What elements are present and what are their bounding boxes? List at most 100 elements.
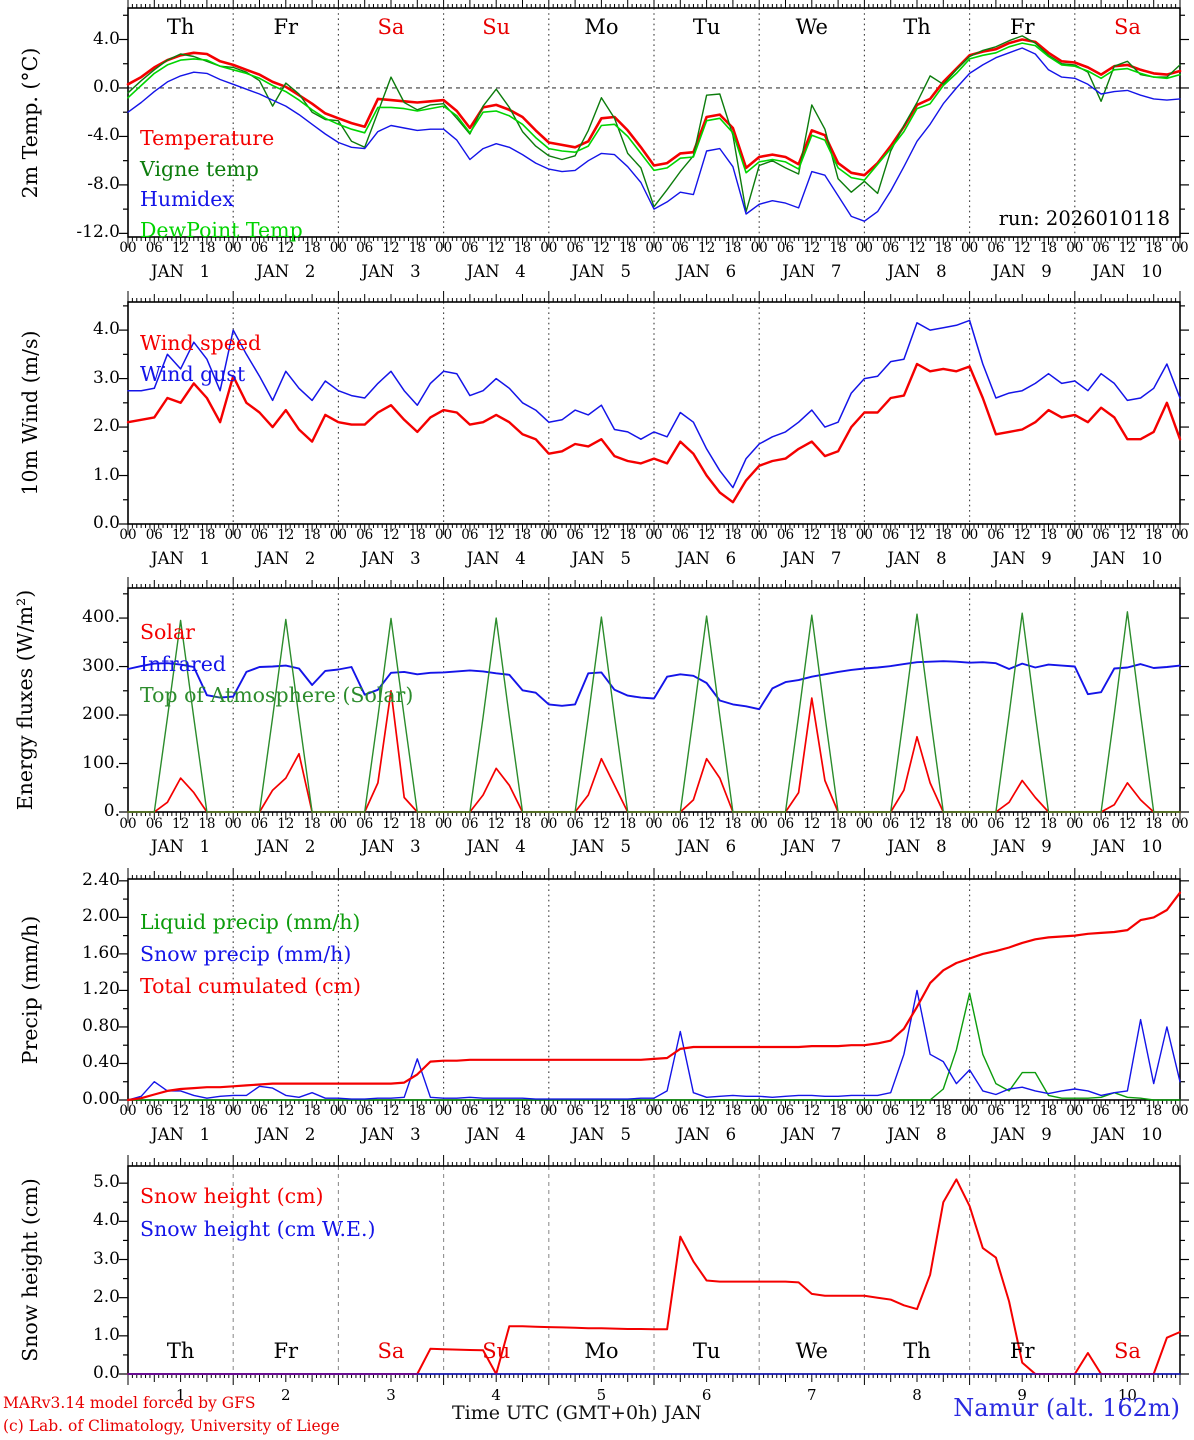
hour-tick-label: 06 — [882, 240, 900, 256]
panel-1-plot — [119, 0, 1189, 248]
date-label: JAN 6 — [676, 262, 737, 281]
date-label: JAN 4 — [466, 1125, 526, 1144]
hour-tick-label: 06 — [671, 1103, 689, 1119]
date-label: JAN 8 — [887, 549, 947, 568]
hour-tick-label: 18 — [1039, 527, 1058, 543]
day-name-top: Th — [166, 15, 195, 39]
legend-4-1: Liquid precip (mm/h) — [140, 909, 361, 934]
hour-tick-label: 12 — [1118, 816, 1136, 832]
hour-tick-label: 18 — [513, 1103, 532, 1119]
hour-tick-label: 12 — [277, 816, 295, 832]
date-label: JAN 7 — [782, 1125, 842, 1144]
hour-tick-label: 18 — [724, 816, 742, 832]
hour-tick-label: 12 — [698, 1103, 716, 1119]
hour-tick-label: 12 — [382, 240, 400, 256]
date-label: JAN 2 — [256, 1125, 316, 1144]
date-label: JAN 8 — [887, 837, 947, 856]
hour-tick-label: 00 — [119, 527, 137, 543]
ytick-label: -4.0 — [87, 125, 120, 146]
hour-tick-label: 12 — [592, 240, 610, 256]
ytick-label: 0.80 — [82, 1015, 120, 1036]
hour-tick-label: 06 — [671, 240, 689, 256]
date-label: JAN 7 — [782, 262, 842, 281]
hour-tick-label: 00 — [224, 1103, 242, 1119]
hour-tick-label: 12 — [382, 1103, 400, 1119]
hour-tick-label: 12 — [803, 816, 821, 832]
day-name-top: Th — [903, 15, 931, 39]
ytick-label: 2.00 — [82, 906, 120, 927]
hour-tick-label: 00 — [435, 1103, 453, 1119]
hour-tick-label: 18 — [303, 1103, 321, 1119]
ytick-label: -8.0 — [87, 173, 120, 194]
hour-tick-label: 06 — [250, 1103, 269, 1119]
hour-tick-label: 06 — [987, 1103, 1005, 1119]
hour-tick-label: 18 — [1039, 816, 1058, 832]
ytick-label: 300. — [82, 655, 120, 676]
hour-tick-label: 18 — [1145, 240, 1163, 256]
date-label: JAN 9 — [992, 262, 1052, 281]
hour-tick-label: 06 — [1092, 527, 1110, 543]
hour-tick-label: 06 — [145, 1103, 163, 1119]
hour-tick-label: 06 — [671, 816, 689, 832]
hour-tick-label: 00 — [435, 816, 453, 832]
ytick-label: 0.0 — [92, 76, 120, 97]
hour-tick-label: 12 — [592, 816, 610, 832]
hour-tick-label: 06 — [250, 816, 269, 832]
legend-1-2: Vigne temp — [140, 156, 259, 181]
hour-tick-label: 18 — [198, 240, 216, 256]
date-label: JAN 10 — [1092, 1125, 1163, 1144]
date-label: JAN 9 — [992, 1125, 1052, 1144]
hour-tick-label: 18 — [619, 1103, 637, 1119]
hour-tick-label: 18 — [1145, 816, 1163, 832]
hour-tick-label: 00 — [855, 816, 873, 832]
ytick-label: 2.0 — [92, 1286, 120, 1307]
ytick-label: 4.0 — [92, 1210, 120, 1231]
hour-tick-label: 12 — [592, 1103, 610, 1119]
series-infrared — [127, 660, 1181, 711]
hour-tick-label: 18 — [1145, 1103, 1163, 1119]
legend-1-3: Humidex — [140, 186, 234, 211]
hour-tick-label: 00 — [1171, 816, 1189, 832]
hour-tick-label: 06 — [776, 527, 795, 543]
hour-tick-label: 12 — [487, 527, 505, 543]
series-dewpoint-temp — [127, 42, 1181, 181]
hour-tick-label: 12 — [803, 240, 821, 256]
hour-tick-label: 00 — [961, 1103, 979, 1119]
date-label: JAN 3 — [361, 1125, 421, 1144]
day-name-bottom: Sa — [377, 1339, 405, 1363]
hour-tick-label: 06 — [566, 816, 584, 832]
hour-tick-label: 00 — [1066, 816, 1084, 832]
hour-tick-label: 06 — [566, 527, 584, 543]
hour-tick-label: 06 — [566, 240, 584, 256]
hour-tick-label: 06 — [882, 527, 900, 543]
hour-tick-label: 06 — [987, 527, 1005, 543]
legend-2-2: Wind gust — [140, 361, 246, 386]
hour-tick-label: 18 — [829, 1103, 847, 1119]
date-label: JAN 3 — [361, 549, 421, 568]
date-label: JAN 5 — [571, 262, 631, 281]
panel-5-plot — [119, 1155, 1189, 1385]
hour-tick-label: 18 — [829, 240, 847, 256]
date-label: JAN 4 — [466, 262, 526, 281]
hour-tick-label: 18 — [513, 816, 532, 832]
ytick-label: 1.0 — [92, 464, 120, 485]
date-label: JAN 2 — [256, 262, 316, 281]
hour-tick-label: 00 — [224, 527, 242, 543]
series-liquid-precip-mm-h- — [127, 992, 1181, 1101]
hour-tick-label: 06 — [356, 240, 374, 256]
hour-tick-label: 18 — [408, 527, 426, 543]
hour-tick-label: 18 — [198, 527, 216, 543]
hour-tick-label: 12 — [277, 240, 295, 256]
hour-tick-label: 12 — [172, 240, 190, 256]
hour-tick-label: 12 — [382, 816, 400, 832]
hour-tick-label: 00 — [855, 527, 873, 543]
date-label: JAN 6 — [676, 1125, 737, 1144]
date-label: JAN 9 — [992, 837, 1052, 856]
hour-tick-label: 12 — [1118, 240, 1136, 256]
hour-tick-label: 00 — [1171, 527, 1189, 543]
date-label: JAN 3 — [361, 262, 421, 281]
hour-tick-label: 18 — [934, 1103, 952, 1119]
hour-tick-label: 12 — [1013, 816, 1031, 832]
hour-tick-label: 18 — [724, 1103, 742, 1119]
hour-tick-label: 12 — [908, 816, 926, 832]
